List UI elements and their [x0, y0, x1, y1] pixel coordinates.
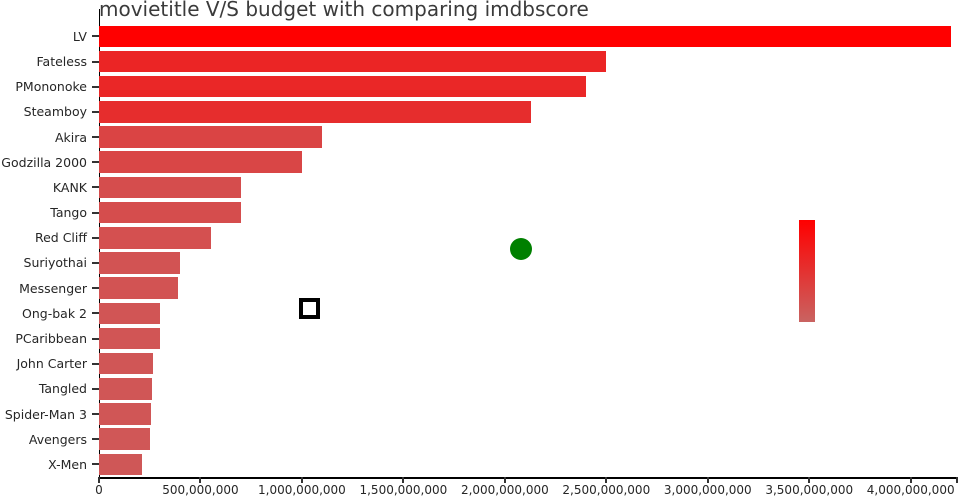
bar	[99, 352, 153, 375]
x-axis-end-tick	[956, 477, 958, 483]
x-tick-label: 3,000,000,000	[663, 483, 752, 497]
y-tick	[91, 35, 99, 38]
x-tick-label: 1,500,000,000	[359, 483, 448, 497]
y-tick	[91, 438, 99, 441]
bar	[99, 176, 242, 199]
y-tick-label: John Carter	[16, 356, 87, 372]
y-tick	[91, 136, 99, 139]
x-tick-label: 2,000,000,000	[460, 483, 549, 497]
bar	[99, 403, 152, 425]
bar	[99, 428, 150, 450]
x-tick-label: 1,000,000,000	[258, 483, 346, 497]
y-tick-label: Spider-Man 3	[4, 406, 87, 422]
y-tick-label: Tango	[50, 205, 87, 221]
y-tick-label: Suriyothai	[23, 255, 87, 271]
x-tick	[808, 477, 811, 483]
x-tick-label: 2,500,000,000	[562, 483, 651, 497]
x-tick-label: 4,000,000,000	[866, 483, 955, 497]
x-tick	[706, 477, 709, 483]
y-tick-label: Godzilla 2000	[1, 154, 87, 170]
black-square-marker	[298, 297, 320, 319]
chart-title: movietitle V/S budget with comparing imd…	[99, 0, 589, 21]
x-tick	[98, 477, 100, 483]
y-tick-label: Steamboy	[23, 104, 87, 120]
x-tick	[199, 477, 202, 483]
y-tick-label: KANK	[52, 179, 87, 195]
y-tick-label: Avengers	[28, 431, 87, 447]
y-tick-label: Akira	[54, 129, 87, 145]
x-tick-label: 500,000,000	[162, 483, 239, 497]
x-tick-label: 0	[95, 483, 103, 497]
y-tick	[91, 261, 99, 264]
bar	[99, 25, 952, 48]
x-tick	[605, 477, 608, 483]
bar	[99, 227, 212, 249]
y-tick	[91, 387, 99, 390]
y-tick	[91, 85, 99, 88]
bar	[99, 277, 179, 299]
y-tick-label: Red Cliff	[34, 230, 87, 246]
bar	[99, 151, 302, 173]
y-tick-label: LV	[72, 28, 87, 44]
bar	[99, 50, 607, 73]
y-tick	[91, 211, 99, 214]
bar	[99, 101, 531, 123]
colorbar	[799, 220, 815, 322]
bar	[99, 252, 181, 274]
bar	[99, 75, 587, 98]
x-tick	[402, 477, 405, 483]
y-tick	[91, 236, 99, 239]
y-tick-label: Ong-bak 2	[22, 305, 87, 321]
bar	[99, 453, 142, 476]
bar	[99, 327, 160, 350]
bar	[99, 378, 152, 400]
y-tick-label: Messenger	[19, 280, 87, 296]
y-tick	[91, 60, 99, 63]
y-tick	[91, 463, 99, 466]
bar	[99, 201, 242, 224]
y-tick-label: PMononoke	[15, 79, 87, 95]
y-tick	[91, 161, 99, 164]
green-circle-marker	[510, 238, 533, 260]
y-tick	[91, 337, 99, 340]
y-tick	[91, 312, 99, 315]
y-tick	[91, 413, 99, 416]
x-tick	[503, 477, 506, 483]
y-tick	[91, 186, 99, 189]
y-tick-label: PCaribbean	[15, 331, 87, 346]
y-tick-label: Tangled	[38, 381, 87, 397]
y-tick-label: X-Men	[48, 456, 87, 472]
bar	[99, 302, 160, 325]
x-tick	[300, 477, 303, 483]
x-tick-label: 3,500,000,000	[765, 483, 854, 497]
x-axis-line	[98, 476, 958, 479]
y-tick	[91, 362, 99, 365]
y-tick	[91, 110, 99, 113]
y-tick	[91, 287, 99, 290]
y-tick-label: Fateless	[36, 54, 87, 70]
bar	[99, 126, 323, 148]
x-tick	[909, 477, 912, 483]
